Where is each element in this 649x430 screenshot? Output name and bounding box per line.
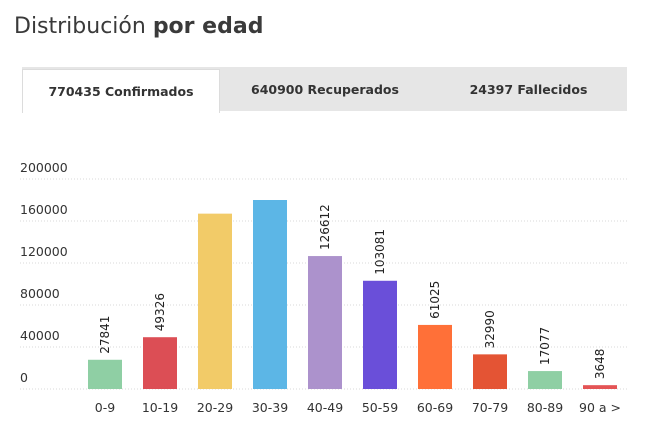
bar xyxy=(473,354,507,389)
chart-title: Distribución por edad xyxy=(14,14,263,39)
bar xyxy=(198,213,232,389)
bar xyxy=(363,280,397,389)
x-tick-label: 70-79 xyxy=(472,400,508,415)
tab-confirmados[interactable]: 770435 Confirmados xyxy=(22,69,220,113)
x-tick-label: 40-49 xyxy=(307,400,343,415)
data-label: 103081 xyxy=(373,229,387,275)
tab-bar: 770435 Confirmados 640900 Recuperados 24… xyxy=(22,67,627,113)
bar xyxy=(143,337,177,389)
y-tick-label: 200000 xyxy=(20,160,68,175)
y-tick-label: 120000 xyxy=(20,244,68,259)
y-tick-label: 40000 xyxy=(20,328,60,343)
title-part-bold: por edad xyxy=(152,14,264,39)
data-label: 27841 xyxy=(98,316,112,354)
data-label: 126612 xyxy=(318,204,332,250)
x-tick-label: 90 a > xyxy=(579,400,621,415)
data-label: 49326 xyxy=(153,293,167,331)
data-label: 3648 xyxy=(593,349,607,380)
y-tick-label: 0 xyxy=(20,370,28,385)
data-label: 32990 xyxy=(483,310,497,348)
x-tick-label: 50-59 xyxy=(362,400,398,415)
x-tick-label: 0-9 xyxy=(95,400,115,415)
x-tick-label: 20-29 xyxy=(197,400,233,415)
x-tick-label: 10-19 xyxy=(142,400,178,415)
x-tick-label: 80-89 xyxy=(527,400,563,415)
bar xyxy=(418,324,452,389)
x-tick-label: 60-69 xyxy=(417,400,453,415)
x-tick-label: 30-39 xyxy=(252,400,288,415)
bar xyxy=(253,200,287,389)
data-label: 17077 xyxy=(538,327,552,365)
title-part-regular: Distribución xyxy=(14,14,153,39)
tab-recuperados[interactable]: 640900 Recuperados xyxy=(251,81,399,97)
bar xyxy=(583,385,617,389)
bar xyxy=(88,359,122,389)
y-tick-label: 160000 xyxy=(20,202,68,217)
bar xyxy=(308,256,342,389)
data-label: 61025 xyxy=(428,281,442,319)
tab-fallecidos[interactable]: 24397 Fallecidos xyxy=(469,81,588,97)
bar xyxy=(528,371,562,389)
y-tick-label: 80000 xyxy=(20,286,60,301)
